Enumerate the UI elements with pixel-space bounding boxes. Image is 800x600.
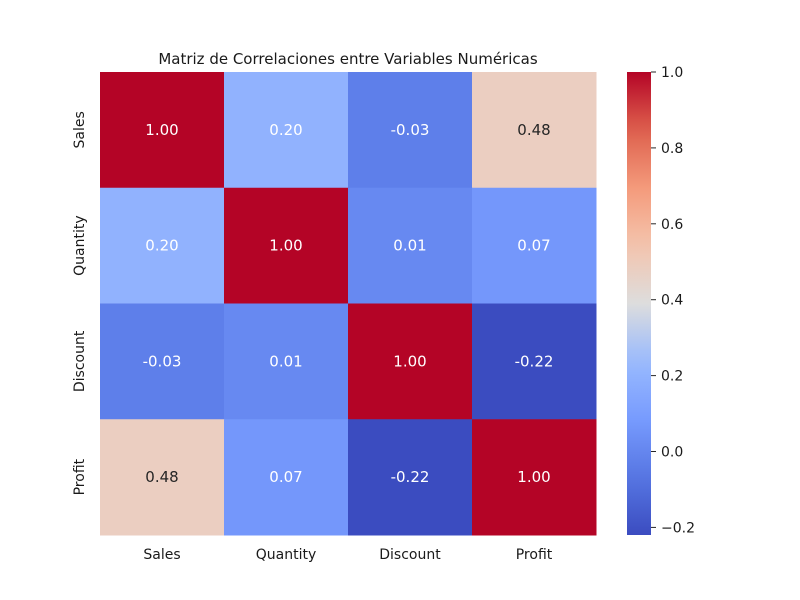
heatmap-cell-label: -0.22 (515, 352, 554, 370)
heatmap-cell (100, 72, 225, 189)
heatmap-cell-label: 0.07 (269, 468, 302, 486)
heatmap-cell (348, 419, 473, 536)
heatmap-cell-label: -0.22 (391, 468, 430, 486)
x-tick-label: Sales (143, 547, 180, 563)
heatmap-cell (348, 72, 473, 189)
y-tick-label: Quantity (72, 215, 88, 276)
heatmap-cell (224, 187, 349, 304)
heatmap-cell-label: 1.00 (145, 121, 178, 139)
heatmap-cell (472, 303, 597, 420)
heatmap-cell-label: -0.03 (143, 352, 182, 370)
heatmap-cell (348, 187, 473, 304)
y-tick-label: Profit (72, 458, 88, 495)
heatmap-cell-label: 0.07 (517, 237, 550, 255)
heatmap-cells (100, 72, 597, 536)
colorbar-tick-label: 0.2 (661, 369, 683, 385)
heatmap-cell (472, 187, 597, 304)
heatmap-cell (100, 303, 225, 420)
colorbar-tick-label: 0.0 (661, 445, 683, 461)
x-tick-label: Quantity (256, 547, 317, 563)
heatmap-cell (100, 187, 225, 304)
y-tick-label: Discount (72, 330, 88, 392)
chart-title: Matriz de Correlaciones entre Variables … (158, 50, 538, 68)
x-axis-tick-labels: Sales Quantity Discount Profit (143, 547, 552, 563)
colorbar-tick-label: −0.2 (661, 520, 695, 536)
heatmap-cell (100, 419, 225, 536)
heatmap-cell-label: 0.48 (517, 121, 550, 139)
heatmap-cell-label: -0.03 (391, 121, 430, 139)
colorbar-tick-label: 0.6 (661, 217, 683, 233)
colorbar-tick-label: 0.8 (661, 141, 683, 157)
y-tick-label: Sales (72, 111, 88, 148)
heatmap-cell-label: 0.20 (145, 237, 178, 255)
heatmap-cell-labels: 1.00 0.20 -0.03 0.48 0.20 1.00 0.01 0.07 -0.03 0.… (143, 121, 554, 486)
heatmap-cell-label: 0.48 (145, 468, 178, 486)
colorbar-ticks: −0.2 0.0 0.2 0.4 0.6 0.8 1.0 (651, 65, 695, 536)
y-axis-tick-labels: Sales Quantity Discount Profit (72, 111, 88, 495)
heatmap-cell (224, 303, 349, 420)
heatmap-cell-label: 0.01 (269, 352, 302, 370)
heatmap-cell (348, 303, 473, 420)
heatmap-cell-label: 1.00 (517, 468, 550, 486)
heatmap-cell-label: 0.20 (269, 121, 302, 139)
colorbar (627, 72, 651, 535)
heatmap-cell-label: 1.00 (393, 352, 426, 370)
colorbar-tick-label: 0.4 (661, 293, 683, 309)
x-tick-label: Profit (516, 547, 553, 563)
heatmap-cell-label: 1.00 (269, 237, 302, 255)
heatmap-cell (472, 72, 597, 189)
heatmap-cell-label: 0.01 (393, 237, 426, 255)
heatmap-cell (472, 419, 597, 536)
heatmap-cell (224, 72, 349, 189)
x-tick-label: Discount (379, 547, 441, 563)
colorbar-tick-label: 1.0 (661, 65, 683, 81)
heatmap-cell (224, 419, 349, 536)
